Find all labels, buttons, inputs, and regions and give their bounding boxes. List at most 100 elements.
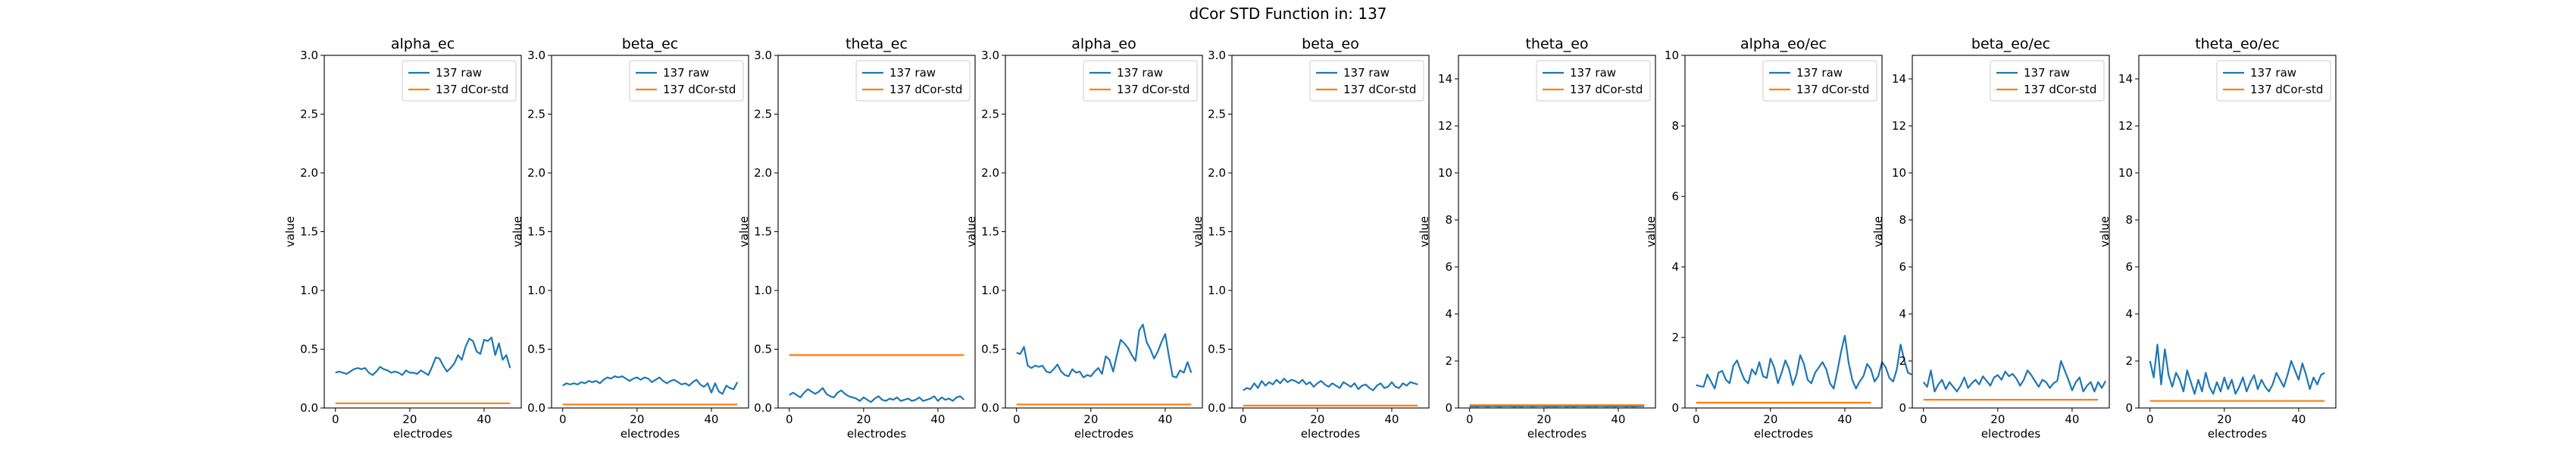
y-axis-label: value	[1644, 216, 1658, 247]
y-tick-label: 2	[1445, 354, 1452, 368]
y-axis-label: value	[2098, 216, 2112, 247]
raw-series-line	[335, 336, 511, 376]
y-tick-label: 0.0	[300, 401, 318, 415]
x-tick-label: 0	[1013, 413, 1021, 426]
raw-series-line	[2149, 344, 2325, 395]
y-tick-label: 2	[2125, 354, 2133, 368]
legend-box	[402, 60, 517, 102]
subplot-title: theta_eo/ec	[2195, 36, 2280, 52]
legend-box	[1990, 60, 2105, 102]
y-axis-label: value	[283, 216, 297, 247]
legend-box	[2216, 60, 2331, 102]
legend-label: 137 dCor-std	[663, 83, 736, 96]
y-tick-label: 1.0	[1208, 284, 1226, 297]
subplot-title: alpha_eo	[1071, 36, 1136, 52]
y-tick-label: 10	[2118, 166, 2133, 180]
y-tick-label: 10	[1892, 166, 1906, 180]
y-tick-label: 2.0	[1208, 166, 1226, 180]
y-tick-label: 2.0	[300, 166, 318, 180]
legend-label: 137 dCor-std	[1343, 83, 1416, 96]
y-tick-label: 8	[1445, 213, 1452, 227]
legend: 137 raw 137 dCor-std	[1990, 60, 2105, 102]
y-tick-label: 12	[1438, 119, 1452, 133]
y-tick-label: 3.0	[300, 49, 318, 62]
x-tick-label: 20	[1763, 413, 1777, 426]
y-tick-label: 2	[1899, 354, 1906, 368]
legend-label: 137 raw	[2024, 66, 2070, 80]
x-tick-label: 0	[1466, 413, 1474, 426]
raw-series-line	[1696, 334, 1912, 390]
legend: 137 raw 137 dCor-std	[1083, 60, 1198, 102]
subplot-2: theta_ec 0 20 40 0.0 0.5 1.0 1.5 2.0 2.5 3.0 electr…	[737, 36, 976, 441]
y-tick-label: 2.5	[527, 108, 546, 121]
legend: 137 raw 137 dCor-std	[2216, 60, 2331, 102]
y-tick-label: 0.0	[1208, 401, 1226, 415]
subplot-5: theta_eo 0 20 40 0 2 4 6 8 10 12 14 electrodes value 1…	[1418, 36, 1656, 441]
y-tick-label: 6	[1445, 260, 1452, 274]
x-tick-label: 40	[2291, 413, 2306, 426]
x-tick-label: 0	[559, 413, 567, 426]
subplot-title: theta_eo	[1525, 36, 1588, 52]
x-tick-label: 40	[1384, 413, 1399, 426]
y-tick-label: 12	[1892, 119, 1906, 133]
x-tick-label: 20	[1083, 413, 1098, 426]
y-tick-label: 1.5	[754, 225, 772, 239]
y-tick-label: 6	[2125, 260, 2133, 274]
legend-label: 137 raw	[1343, 66, 1390, 80]
y-tick-label: 4	[2125, 307, 2133, 321]
y-tick-label: 4	[1445, 307, 1452, 321]
subplot-title: alpha_ec	[391, 36, 455, 52]
subplot-7: beta_eo/ec 0 20 40 0 2 4 6 8 10 12 14 electrodes valu…	[1871, 36, 2110, 441]
y-tick-label: 2.0	[754, 166, 772, 180]
raw-series-line	[1243, 378, 1418, 391]
legend-box	[629, 60, 744, 102]
y-tick-label: 0	[1671, 401, 1679, 415]
subplot-title: beta_eo/ec	[1971, 36, 2050, 52]
legend-label: 137 raw	[1796, 66, 1843, 80]
x-tick-label: 0	[1693, 413, 1700, 426]
subplot-4: beta_eo 0 20 40 0.0 0.5 1.0 1.5 2.0 2.5 3.0 electro…	[1191, 36, 1430, 441]
y-tick-label: 0.0	[754, 401, 772, 415]
x-tick-label: 40	[1837, 413, 1852, 426]
y-tick-label: 2	[1671, 331, 1679, 344]
y-tick-label: 1.0	[981, 284, 999, 297]
chart-panels: alpha_ec0 20 400.00.51.01.52.02.53.0electr…	[283, 36, 2337, 441]
legend-box	[1309, 60, 1424, 102]
x-tick-label: 20	[1990, 413, 2005, 426]
x-axis-label: electrodes	[1754, 427, 1814, 441]
y-tick-label: 10	[1665, 49, 1679, 62]
legend-box	[1536, 60, 1651, 102]
y-tick-label: 0	[1899, 401, 1906, 415]
legend: 137 raw 137 dCor-std	[855, 60, 971, 102]
legend-label: 137 dCor-std	[889, 83, 962, 96]
y-tick-label: 3.0	[981, 49, 999, 62]
legend: 137 raw 137 dCor-std	[402, 60, 517, 102]
subplot-title: alpha_eo/ec	[1740, 36, 1827, 52]
x-tick-label: 40	[1158, 413, 1172, 426]
raw-series-line	[1922, 359, 2107, 393]
y-tick-label: 2.0	[981, 166, 999, 180]
y-tick-label: 3.0	[527, 49, 546, 62]
x-axis-label: electrodes	[1074, 427, 1134, 441]
legend-label: 137 raw	[663, 66, 709, 80]
raw-series-line	[789, 387, 965, 403]
legend-label: 137 dCor-std	[2024, 83, 2096, 96]
y-tick-label: 10	[1438, 166, 1452, 180]
y-axis-label: value	[964, 216, 978, 247]
y-tick-label: 0.0	[981, 401, 999, 415]
x-tick-label: 20	[1537, 413, 1551, 426]
y-tick-label: 8	[1671, 119, 1679, 133]
plot-frame	[1684, 55, 1883, 409]
y-tick-label: 0.5	[300, 343, 318, 356]
legend-label: 137 raw	[2250, 66, 2296, 80]
y-tick-label: 4	[1671, 260, 1679, 274]
y-tick-label: 8	[1899, 213, 1906, 227]
legend-label: 137 raw	[436, 66, 482, 80]
x-tick-label: 40	[704, 413, 718, 426]
y-tick-label: 6	[1671, 190, 1679, 203]
subplot-6: alpha_eo/ec0 20 400246810electrodesvalue13…	[1644, 36, 1912, 441]
legend-label: 137 dCor-std	[436, 83, 508, 96]
x-axis-label: electrodes	[621, 427, 680, 441]
y-axis-label: value	[1418, 216, 1431, 247]
